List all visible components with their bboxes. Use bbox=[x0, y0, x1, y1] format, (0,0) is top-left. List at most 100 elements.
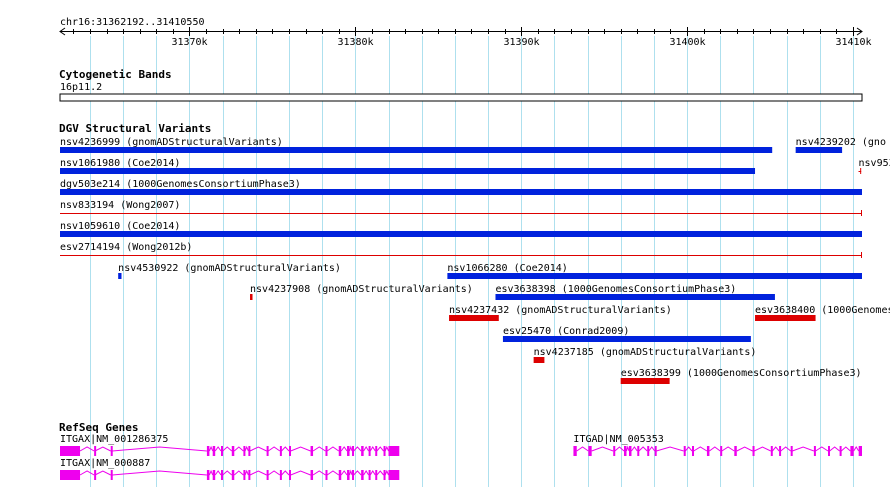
dgv-feature-label: nsv1059610 (Coe2014) bbox=[60, 221, 180, 232]
dgv-feature-bar[interactable] bbox=[795, 147, 843, 153]
gene-exon bbox=[338, 470, 342, 480]
gene-exon bbox=[613, 446, 616, 456]
gene-exon bbox=[279, 470, 282, 480]
dgv-feature[interactable]: nsv1066280 (Coe2014) bbox=[447, 263, 862, 279]
dgv-feature-bar[interactable] bbox=[447, 273, 862, 279]
refseq-track[interactable]: RefSeq Genes ITGAX|NM_001286375 ITGAD|NM_… bbox=[59, 421, 862, 480]
gene-exon bbox=[647, 446, 650, 456]
refseq-track-title: RefSeq Genes bbox=[59, 421, 138, 434]
cytoband-track-title: Cytogenetic Bands bbox=[59, 68, 172, 81]
gene-exon bbox=[839, 446, 842, 456]
gene-exon bbox=[828, 446, 831, 456]
dgv-feature-bar[interactable] bbox=[449, 315, 499, 321]
gene-exon bbox=[850, 446, 854, 456]
cytoband-label: 16p11.2 bbox=[60, 82, 102, 93]
dgv-feature-bar[interactable] bbox=[60, 231, 862, 237]
gene-label: ITGAX|NM_000887 bbox=[60, 458, 150, 469]
dgv-feature-label: esv2714194 (Wong2012b) bbox=[60, 242, 192, 253]
gene-exon bbox=[243, 470, 246, 480]
dgv-feature[interactable]: esv3638400 (1000Genomes bbox=[755, 305, 890, 321]
dgv-feature-bar[interactable] bbox=[60, 189, 862, 195]
cytoband-bar[interactable] bbox=[59, 93, 863, 102]
dgv-feature[interactable]: nsv1059610 (Coe2014) bbox=[60, 221, 862, 237]
gene-exon bbox=[248, 446, 251, 456]
gene-exon bbox=[361, 470, 364, 480]
dgv-feature[interactable]: nsv4239202 (gno bbox=[795, 137, 886, 153]
gene-exon bbox=[94, 470, 97, 480]
cytoband-track[interactable]: Cytogenetic Bands 16p11.2 bbox=[59, 68, 863, 102]
dgv-feature-bar[interactable] bbox=[495, 294, 775, 300]
gene-exon bbox=[368, 470, 371, 480]
gene-exon bbox=[289, 446, 292, 456]
dgv-feature[interactable]: nsv4237185 (gnomADStructuralVariants) bbox=[533, 347, 757, 363]
dgv-feature[interactable]: dgv503e214 (1000GenomesConsortiumPhase3) bbox=[60, 179, 862, 195]
dgv-feature[interactable]: esv3638399 (1000GenomesConsortiumPhase3) bbox=[620, 368, 862, 384]
dgv-feature[interactable]: nsv4236999 (gnomADStructuralVariants) bbox=[60, 137, 773, 153]
gene-exon bbox=[692, 446, 695, 456]
gene-intron-line bbox=[79, 469, 389, 476]
ruler-right-arrow-icon bbox=[856, 27, 863, 36]
gene-exon bbox=[338, 446, 342, 456]
gene-exon bbox=[383, 446, 386, 456]
dgv-feature-bar[interactable] bbox=[250, 294, 253, 300]
gene-exon bbox=[60, 470, 81, 480]
gene-exon bbox=[352, 446, 355, 456]
gene-exon bbox=[388, 446, 400, 456]
dgv-feature-label: nsv4237432 (gnomADStructuralVariants) bbox=[449, 305, 672, 316]
dgv-feature[interactable]: nsv4530922 (gnomADStructuralVariants) bbox=[118, 263, 341, 279]
dgv-feature[interactable]: esv3638398 (1000GenomesConsortiumPhase3) bbox=[495, 284, 775, 300]
gene-exon bbox=[310, 470, 314, 480]
gene-exon bbox=[361, 446, 364, 456]
dgv-feature[interactable]: nsv4237432 (gnomADStructuralVariants) bbox=[449, 305, 672, 321]
gene-exon bbox=[221, 470, 224, 480]
gene-exon bbox=[206, 470, 210, 480]
dgv-feature-label: nsv4237185 (gnomADStructuralVariants) bbox=[534, 347, 757, 358]
gene-exon bbox=[206, 446, 210, 456]
gene-exon bbox=[347, 446, 350, 456]
gene-exon bbox=[352, 470, 355, 480]
gene-exon bbox=[375, 470, 378, 480]
gene-exon bbox=[325, 470, 328, 480]
dgv-feature-bar[interactable] bbox=[755, 315, 816, 321]
gene-exon bbox=[212, 470, 216, 480]
gene-exon bbox=[637, 446, 640, 456]
dgv-feature[interactable]: esv25470 (Conrad2009) bbox=[502, 326, 751, 342]
dgv-feature-label: nsv4236999 (gnomADStructuralVariants) bbox=[60, 137, 283, 148]
dgv-feature[interactable]: nsv1061980 (Coe2014) bbox=[60, 158, 756, 174]
refseq-gene[interactable]: ITGAX|NM_001286375 bbox=[60, 434, 400, 456]
dgv-feature-label: nsv1066280 (Coe2014) bbox=[447, 263, 567, 274]
gene-exon bbox=[813, 446, 816, 456]
ruler-left-arrow-icon bbox=[59, 27, 66, 36]
gene-exon bbox=[752, 446, 755, 456]
dgv-feature-bar[interactable] bbox=[502, 336, 751, 342]
position-gridlines bbox=[90, 36, 854, 487]
dgv-feature-bar[interactable] bbox=[620, 378, 670, 384]
dgv-feature[interactable]: nsv953 bbox=[858, 158, 890, 174]
refseq-gene[interactable]: ITGAD|NM_005353 bbox=[573, 434, 862, 456]
gene-exon bbox=[628, 446, 632, 456]
dgv-feature-bar[interactable] bbox=[118, 273, 122, 279]
dgv-feature-bar[interactable] bbox=[533, 357, 545, 363]
region-label: chr16:31362192..31410550 bbox=[60, 17, 205, 28]
ruler-track[interactable]: chr16:31362192..31410550 31370k 31380k 313… bbox=[59, 17, 872, 48]
dgv-feature[interactable]: esv2714194 (Wong2012b) bbox=[60, 242, 862, 258]
gene-exon bbox=[588, 446, 592, 456]
dgv-feature-label: nsv833194 (Wong2007) bbox=[60, 200, 180, 211]
gene-exon bbox=[683, 446, 686, 456]
gene-exon bbox=[248, 470, 251, 480]
dgv-track[interactable]: DGV Structural Variants nsv4236999 (gnom… bbox=[59, 122, 890, 384]
gene-exon bbox=[720, 446, 723, 456]
dgv-feature-label: esv3638398 (1000GenomesConsortiumPhase3) bbox=[495, 284, 736, 295]
gene-exon bbox=[654, 446, 657, 456]
refseq-gene[interactable]: ITGAX|NM_000887 bbox=[60, 458, 400, 480]
gene-exon bbox=[368, 446, 371, 456]
gene-exon bbox=[231, 446, 235, 456]
dgv-feature-bar[interactable] bbox=[60, 147, 773, 153]
dgv-feature-label: nsv953 bbox=[859, 158, 890, 169]
dgv-feature[interactable]: nsv833194 (Wong2007) bbox=[60, 200, 862, 216]
ruler-tick-label: 31380k bbox=[337, 37, 373, 48]
dgv-feature-bar[interactable] bbox=[60, 168, 756, 174]
dgv-feature[interactable]: nsv4237908 (gnomADStructuralVariants) bbox=[250, 284, 473, 300]
gene-exon bbox=[266, 446, 269, 456]
